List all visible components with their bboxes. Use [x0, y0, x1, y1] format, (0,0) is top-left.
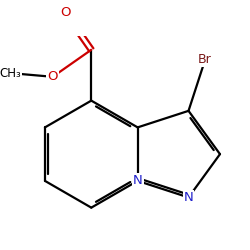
Text: O: O — [60, 6, 70, 19]
Text: O: O — [48, 70, 58, 83]
Text: N: N — [133, 174, 142, 188]
Text: Br: Br — [198, 54, 212, 66]
Text: CH₃: CH₃ — [0, 66, 21, 80]
Text: N: N — [184, 191, 194, 204]
